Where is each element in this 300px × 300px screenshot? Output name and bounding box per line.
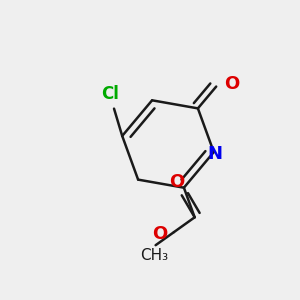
Text: N: N — [208, 145, 223, 163]
Text: CH₃: CH₃ — [140, 248, 168, 263]
Text: O: O — [152, 225, 167, 243]
Text: O: O — [224, 75, 239, 93]
Text: O: O — [169, 173, 184, 191]
Text: Cl: Cl — [101, 85, 119, 103]
